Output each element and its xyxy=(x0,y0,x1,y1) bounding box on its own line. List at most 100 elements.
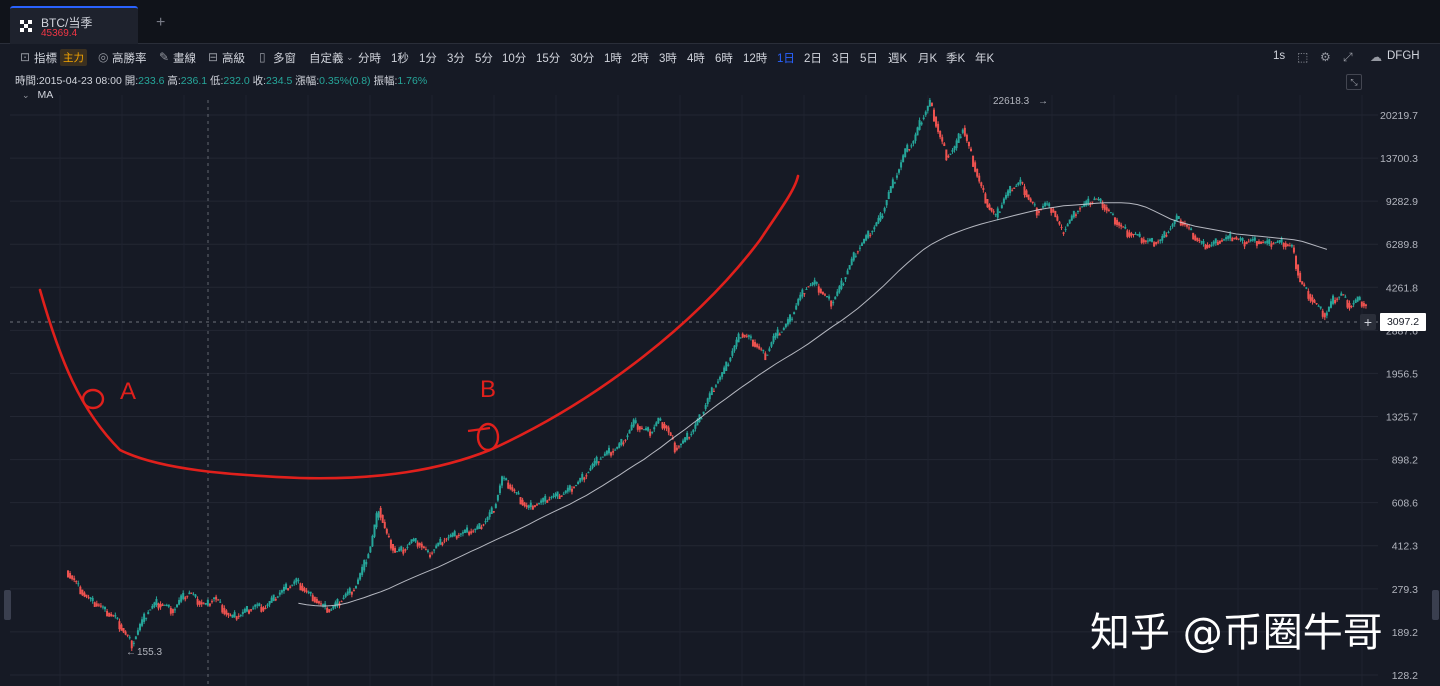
interval-13[interactable]: 12時 xyxy=(743,53,768,65)
main-badge[interactable]: 主力 xyxy=(60,49,87,66)
interval-20[interactable]: 季K xyxy=(946,53,966,65)
interval-21[interactable]: 年K xyxy=(975,53,995,65)
indicator-button[interactable]: 指標 xyxy=(34,53,57,65)
candle-body xyxy=(1334,299,1337,304)
candle-body xyxy=(95,603,98,607)
candle-body xyxy=(1122,226,1125,228)
candle-body xyxy=(118,621,121,630)
candle-body xyxy=(906,144,909,152)
candle-body xyxy=(208,603,211,606)
candle-body xyxy=(412,539,415,542)
candle-body xyxy=(1159,239,1162,242)
candle-body xyxy=(159,603,162,608)
candle-body xyxy=(402,549,405,554)
candle-body xyxy=(334,602,337,607)
interval-6[interactable]: 15分 xyxy=(536,53,561,65)
candle-body xyxy=(1037,210,1040,213)
interval-0[interactable]: 分時 xyxy=(358,53,381,65)
interval-16[interactable]: 3日 xyxy=(832,53,850,65)
candle-body xyxy=(749,336,752,338)
candle-body xyxy=(315,598,318,603)
candle-body xyxy=(1042,206,1044,208)
candle-body xyxy=(392,543,394,551)
interval-3[interactable]: 3分 xyxy=(447,53,465,65)
candle-body xyxy=(182,592,185,599)
interval-19[interactable]: 月K xyxy=(918,53,938,65)
candle-body xyxy=(657,417,660,424)
candle-body xyxy=(570,488,573,492)
candle-body xyxy=(1151,237,1154,242)
candle-body xyxy=(593,460,596,466)
candle-body xyxy=(684,437,687,443)
add-tab-icon[interactable]: + xyxy=(156,14,166,31)
interval-14[interactable]: 1日 xyxy=(777,53,795,65)
interval-5[interactable]: 10分 xyxy=(502,53,527,65)
ma-legend[interactable]: ⌄ MA xyxy=(22,89,53,101)
candle-body xyxy=(77,583,80,585)
candle-body xyxy=(823,294,826,296)
candle-body xyxy=(735,339,738,347)
candle-body xyxy=(871,231,874,233)
candle-body xyxy=(1050,207,1053,213)
interval-4[interactable]: 5分 xyxy=(475,53,493,65)
candle-body xyxy=(791,318,794,320)
interval-9[interactable]: 2時 xyxy=(631,53,649,65)
candle-body xyxy=(459,533,462,535)
multiwindow-button[interactable]: 多窗 xyxy=(273,53,296,65)
candle-body xyxy=(1299,272,1302,283)
candle-body xyxy=(1161,235,1164,241)
candle-body xyxy=(1093,198,1096,201)
candle-body xyxy=(398,548,401,552)
interval-2[interactable]: 1分 xyxy=(419,53,437,65)
winrate-button[interactable]: 高勝率 xyxy=(112,53,147,65)
candle-body xyxy=(965,134,968,141)
account-name[interactable]: DFGH xyxy=(1387,50,1420,62)
interval-18[interactable]: 週K xyxy=(888,53,908,65)
interval-8[interactable]: 1時 xyxy=(604,53,622,65)
screenshot-icon[interactable]: ⬚ xyxy=(1297,50,1309,64)
custom-dropdown[interactable]: 自定義 xyxy=(309,53,344,65)
candle-body xyxy=(1138,233,1141,237)
candle-body xyxy=(628,430,631,434)
candle-body xyxy=(416,542,419,547)
candle-body xyxy=(881,215,884,218)
candle-body xyxy=(603,453,606,456)
candle-body xyxy=(784,323,787,328)
interval-15[interactable]: 2日 xyxy=(804,53,822,65)
interval-1[interactable]: 1秒 xyxy=(391,53,409,65)
candle-body xyxy=(655,422,658,427)
candle-body xyxy=(589,468,592,471)
interval-10[interactable]: 3時 xyxy=(659,53,677,65)
candle-body xyxy=(443,540,446,542)
left-panel-handle[interactable] xyxy=(4,590,11,620)
interval-12[interactable]: 6時 xyxy=(715,53,733,65)
candle-body xyxy=(75,580,78,583)
realtime-interval[interactable]: 1s xyxy=(1273,50,1286,62)
candle-body xyxy=(1118,222,1121,226)
right-panel-handle[interactable] xyxy=(1432,590,1439,620)
settings-gear-icon[interactable]: ⚙ xyxy=(1320,50,1331,64)
advanced-button[interactable]: 高級 xyxy=(222,53,245,65)
expand-icon[interactable]: ⤡ xyxy=(1346,74,1362,90)
candle-body xyxy=(287,588,290,591)
candle-body xyxy=(1253,237,1256,241)
draw-button[interactable]: 畫線 xyxy=(173,53,196,65)
candle-body xyxy=(838,286,841,293)
candle-body xyxy=(484,520,487,523)
candle-body xyxy=(1282,242,1285,247)
add-alert-icon[interactable]: + xyxy=(1360,314,1376,330)
interval-7[interactable]: 30分 xyxy=(570,53,595,65)
candle-body xyxy=(163,604,166,606)
fullscreen-icon[interactable]: ⤢ xyxy=(1343,50,1353,64)
candle-body xyxy=(920,122,923,125)
interval-17[interactable]: 5日 xyxy=(860,53,878,65)
candle-body xyxy=(371,535,374,547)
candle-body xyxy=(1062,232,1065,234)
candle-body xyxy=(998,211,1001,213)
candle-body xyxy=(301,585,304,591)
interval-11[interactable]: 4時 xyxy=(687,53,705,65)
candle-body xyxy=(167,604,170,607)
symbol-tab[interactable]: BTC/当季 45369.4 xyxy=(10,6,138,44)
y-tick-label: 898.2 xyxy=(1392,455,1418,467)
